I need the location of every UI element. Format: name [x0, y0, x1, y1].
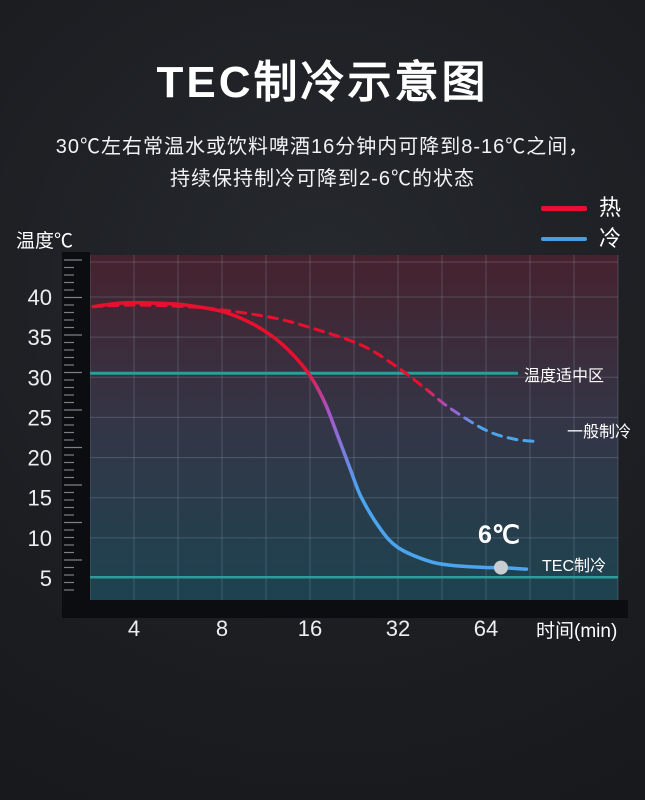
x-tick-label: 64: [474, 616, 498, 641]
subtitle-line-2: 持续保持制冷可降到2-6℃的状态: [170, 168, 475, 190]
y-axis-bar: [62, 252, 90, 618]
x-tick-label: 32: [386, 616, 410, 641]
y-tick-label: 10: [28, 526, 52, 551]
hot-line-swatch: [540, 205, 587, 211]
x-axis-unit-label: 时间(min): [536, 621, 618, 642]
x-axis-bar: [62, 600, 628, 618]
normal-cooling-curve: [91, 303, 539, 444]
plot-area: [90, 255, 618, 600]
y-tick-label: 5: [40, 566, 52, 591]
moderate-zone-label: 温度适中区: [524, 368, 605, 385]
six-degree-annotation: 6℃: [478, 521, 520, 549]
y-tick-label: 35: [28, 325, 52, 350]
chart-legend: 热 冷: [540, 195, 621, 251]
tec-cooling-curve: [91, 300, 529, 571]
x-tick-label: 4: [128, 616, 140, 641]
page-title: TEC制冷示意图: [156, 58, 489, 107]
y-tick-label: 40: [28, 285, 52, 310]
y-tick-label: 25: [28, 405, 52, 430]
legend-label-cold: 冷: [598, 226, 621, 251]
y-tick-label: 30: [28, 365, 52, 390]
normal-cooling-label: 一般制冷: [567, 424, 632, 441]
tec-cooling-label: TEC制冷: [542, 558, 607, 575]
y-axis-unit-label: 温度℃: [16, 231, 74, 252]
cold-line-swatch: [540, 237, 587, 241]
x-tick-label: 8: [216, 616, 228, 641]
legend-label-hot: 热: [598, 195, 621, 220]
y-tick-label: 20: [28, 446, 52, 471]
six-degree-marker: [493, 560, 508, 575]
legend-item-cold: 冷: [540, 226, 621, 251]
x-tick-label: 16: [298, 616, 322, 641]
subtitle-line-1: 30℃左右常温水或饮料啤酒16分钟内可降到8-16℃之间，: [55, 136, 590, 158]
y-tick-label: 15: [28, 486, 52, 511]
legend-item-hot: 热: [540, 195, 621, 220]
